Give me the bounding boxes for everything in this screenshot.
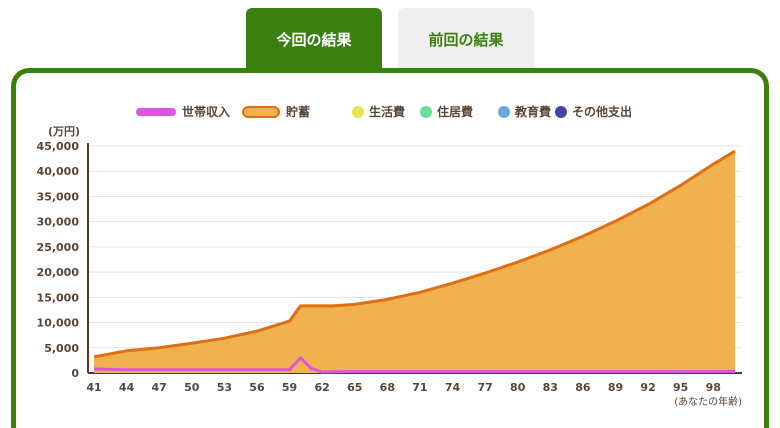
x-tick-label: 83 — [543, 381, 558, 394]
tab-previous-result[interactable]: 前回の結果 — [398, 8, 534, 70]
x-tick-label: 62 — [314, 381, 329, 394]
legend-label: 教育費 — [514, 104, 551, 119]
legend: 世帯収入 貯蓄 生活費 住居費 教育費 その他支出 — [136, 104, 632, 119]
legend-label: その他支出 — [572, 104, 632, 119]
y-tick-label: 25,000 — [37, 241, 80, 254]
legend-dot — [498, 106, 510, 118]
income-line — [93, 356, 735, 374]
x-tick-label: 95 — [673, 381, 688, 394]
y-tick-label: 20,000 — [37, 266, 80, 279]
x-tick-label: 92 — [640, 381, 655, 394]
x-tick-label: 65 — [347, 381, 362, 394]
x-tick-label: 59 — [282, 381, 297, 394]
x-tick-label: 86 — [575, 381, 591, 394]
x-tick-label: 98 — [706, 381, 721, 394]
x-tick-label: 80 — [510, 381, 526, 394]
x-tick-label: 77 — [477, 381, 492, 394]
y-tick-label: 0 — [71, 367, 79, 380]
y-tick-label: 15,000 — [37, 291, 80, 304]
y-tick-label: 10,000 — [37, 317, 80, 330]
y-axis-ticks: 0 5,000 10,000 15,000 20,000 25,000 30,000 35,0… — [37, 140, 80, 380]
y-tick-label: 30,000 — [37, 216, 80, 229]
legend-savings-swatch — [242, 106, 280, 118]
savings-area — [94, 151, 735, 373]
x-tick-label: 71 — [412, 381, 427, 394]
x-tick-label: 44 — [119, 381, 135, 394]
legend-label: 貯蓄 — [286, 104, 310, 119]
legend-dot — [352, 106, 364, 118]
savings-line — [93, 149, 736, 359]
legend-dot — [420, 106, 432, 118]
x-tick-label: 53 — [217, 381, 232, 394]
legend-income-swatch — [136, 108, 176, 116]
x-tick-label: 89 — [608, 381, 623, 394]
x-axis-ticks: 41 44 47 50 53 56 59 62 65 68 71 74 77 80 83 86 89 92 95 98 — [86, 381, 721, 394]
x-axis-label: (あなたの年齢) — [674, 395, 742, 408]
legend-label: 世帯収入 — [182, 104, 230, 119]
y-tick-label: 40,000 — [37, 165, 80, 178]
x-tick-label: 50 — [184, 381, 200, 394]
y-tick-label: 5,000 — [44, 342, 79, 355]
x-tick-label: 56 — [249, 381, 265, 394]
x-tick-label: 47 — [152, 381, 167, 394]
y-tick-label: 45,000 — [37, 140, 80, 153]
plot-area — [93, 149, 736, 374]
y-tick-label: 35,000 — [37, 190, 80, 203]
y-axis-label: (万円) — [48, 125, 80, 138]
legend-dot — [555, 106, 567, 118]
legend-label: 生活費 — [369, 104, 405, 119]
tab-current-result[interactable]: 今回の結果 — [246, 8, 382, 70]
chart: 世帯収入 貯蓄 生活費 住居費 教育費 その他支出 (万円) 0 5,000 10,000 15… — [37, 104, 743, 408]
tab-bar: 今回の結果 前回の結果 — [0, 0, 780, 70]
x-tick-label: 41 — [86, 381, 101, 394]
legend-label: 住居費 — [437, 104, 473, 119]
x-tick-label: 74 — [445, 381, 461, 394]
x-tick-label: 68 — [380, 381, 395, 394]
